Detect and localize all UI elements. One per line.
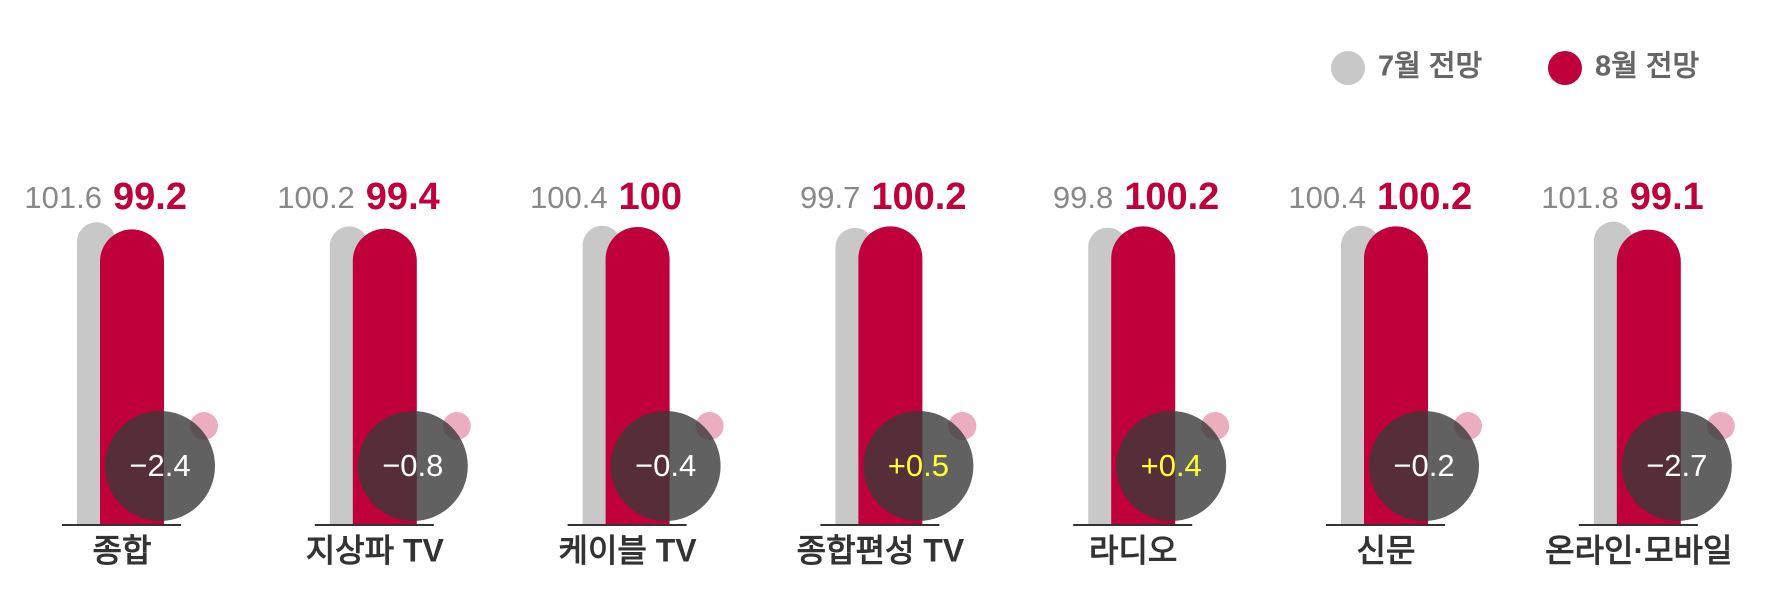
change-badge [610,411,721,521]
change-badge [863,411,974,521]
change-badge [1116,411,1227,521]
change-label: −0.2 [1393,448,1454,483]
legend-swatch [1331,51,1365,85]
change-label: −0.4 [635,448,696,483]
legend-swatch [1548,51,1582,85]
value-label: 99.2 [113,176,187,218]
value-label: 100.2 [1124,176,1219,218]
change-badge [1369,411,1479,521]
change-label: −2.7 [1646,448,1707,483]
value-label: 99.8 [1053,180,1113,215]
category-label: 종합편성 TV [797,532,965,568]
value-label: 99.4 [366,176,440,218]
change-badge [105,411,215,521]
category-label: 라디오 [1089,532,1177,568]
category-label: 지상파 TV [306,532,445,568]
change-label: +0.5 [888,448,949,483]
change-badge [357,411,468,521]
change-label: −0.8 [382,448,443,483]
change-badge [1621,411,1732,521]
change-label: +0.4 [1141,448,1202,483]
category-label: 신문 [1357,532,1416,568]
value-label: 100.4 [1288,180,1366,215]
value-label: 100.4 [530,180,608,215]
value-label: 101.8 [1541,180,1619,215]
category-label: 종합 [93,532,152,568]
legend-label: 7월 전망 [1378,50,1483,83]
legend-label: 8월 전망 [1595,50,1700,83]
change-label: −2.4 [129,448,190,483]
value-label: 99.1 [1630,176,1704,218]
value-label: 100 [619,176,682,218]
category-label: 케이블 TV [559,532,698,568]
value-label: 100.2 [1377,176,1472,218]
value-label: 101.6 [24,180,102,215]
value-label: 100.2 [871,176,966,218]
value-label: 99.7 [800,180,860,215]
value-label: 100.2 [277,180,355,215]
category-label: 온라인·모바일 [1545,532,1732,568]
